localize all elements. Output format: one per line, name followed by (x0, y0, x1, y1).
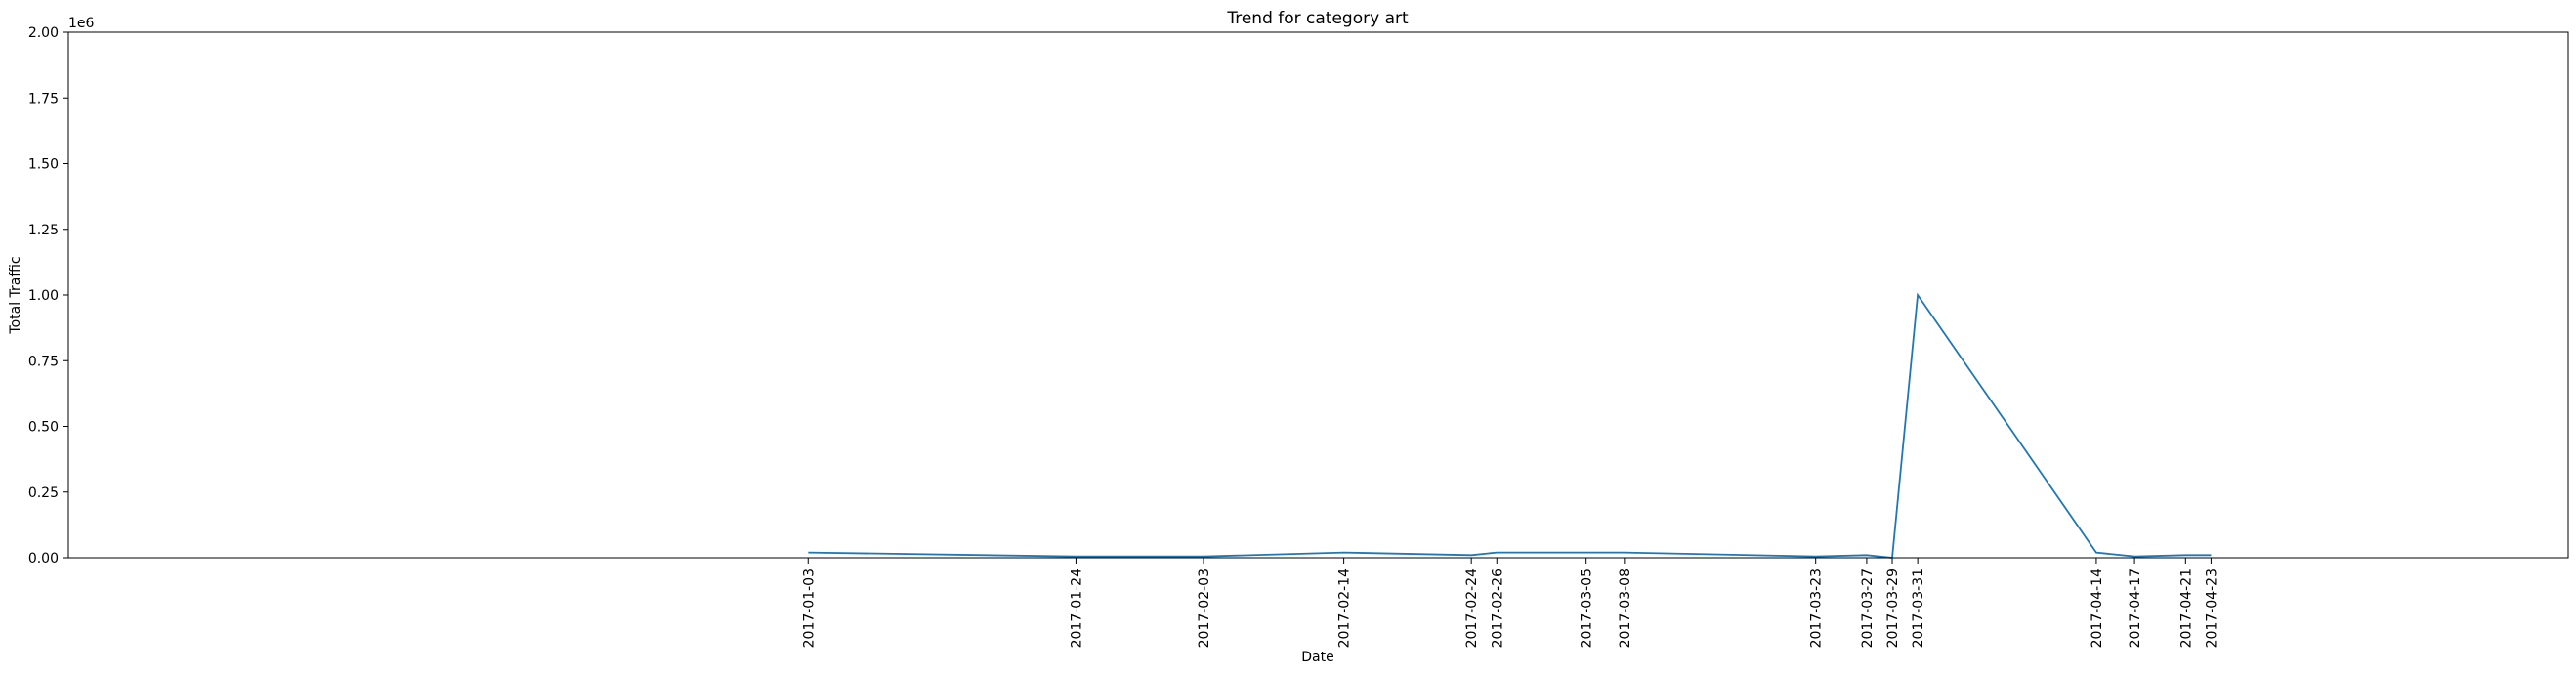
x-tick-label: 2017-04-17 (2128, 569, 2143, 648)
chart-title: Trend for category art (1226, 9, 1409, 28)
x-tick-label: 2017-04-21 (2178, 569, 2194, 648)
x-tick-label: 2017-03-29 (1885, 569, 1901, 648)
series-line (808, 292, 2212, 559)
y-axis-title: Total Traffic (8, 256, 23, 334)
y-tick-label: 1.75 (28, 91, 59, 106)
x-tick-label: 2017-04-23 (2204, 569, 2219, 648)
x-tick-label: 2017-02-14 (1337, 569, 1353, 648)
x-axis: 2017-01-03 2017-01-24 2017-02-03 2017-02-14… (801, 558, 2219, 648)
x-tick-label: 2017-02-03 (1197, 569, 1212, 648)
x-tick-label: 2017-02-24 (1464, 569, 1480, 648)
x-tick-label: 2017-03-05 (1580, 569, 1595, 648)
y-tick-label: 0.00 (28, 551, 59, 567)
plot-area (68, 32, 2568, 558)
plot-frame (67, 31, 2569, 559)
x-tick-label: 2017-01-03 (801, 569, 817, 648)
y-tick-label: 1.25 (28, 223, 59, 238)
y-offset-label: 1e6 (68, 16, 95, 31)
x-axis-title: Date (1301, 650, 1333, 665)
y-axis: 0.00 0.25 0.50 0.75 1.00 1.25 1.50 1.75 2.00 (28, 25, 68, 567)
x-tick-label: 2017-01-24 (1069, 569, 1084, 648)
y-tick-label: 1.00 (28, 288, 59, 304)
x-tick-label: 2017-03-08 (1618, 569, 1633, 648)
y-tick-label: 2.00 (28, 25, 59, 41)
y-tick-label: 1.50 (28, 157, 59, 173)
y-tick-label: 0.25 (28, 485, 59, 501)
x-tick-label: 2017-03-27 (1860, 569, 1876, 648)
y-tick-label: 0.50 (28, 420, 59, 436)
x-tick-label: 2017-03-31 (1911, 569, 1926, 648)
x-tick-label: 2017-02-26 (1490, 569, 1505, 648)
x-tick-label: 2017-03-23 (1809, 569, 1825, 648)
y-tick-label: 0.75 (28, 354, 59, 369)
x-tick-label: 2017-04-14 (2090, 569, 2105, 648)
